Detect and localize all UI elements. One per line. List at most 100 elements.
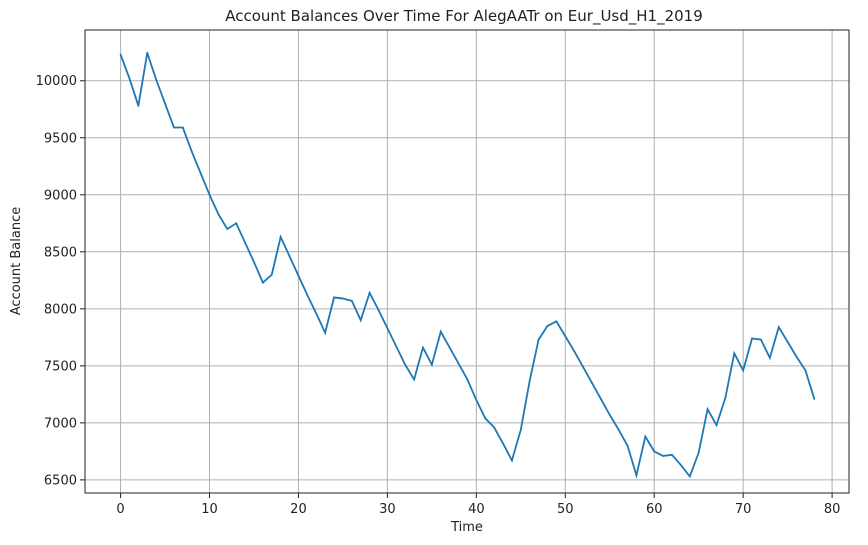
data-point (270, 273, 273, 276)
data-point (306, 294, 309, 297)
x-tick-label: 70 (735, 502, 752, 517)
data-point (688, 475, 691, 478)
data-point (137, 104, 140, 107)
data-point (795, 355, 798, 358)
data-point (190, 150, 193, 153)
y-tick-label: 10000 (36, 74, 77, 89)
data-point (208, 193, 211, 196)
data-point (244, 241, 246, 244)
data-point (777, 326, 780, 328)
data-point (253, 261, 255, 263)
data-point (626, 444, 629, 447)
data-point (804, 369, 807, 372)
y-tick-label: 9000 (44, 188, 77, 203)
data-point (439, 330, 442, 333)
data-point (395, 345, 398, 348)
data-point (475, 399, 478, 401)
data-point (564, 335, 567, 338)
y-tick-label: 8500 (44, 245, 77, 260)
data-point (706, 408, 709, 411)
data-point (315, 312, 318, 315)
data-point (155, 78, 158, 81)
data-point (466, 378, 469, 381)
series-line (119, 52, 816, 479)
data-point (617, 428, 620, 431)
data-point (413, 378, 415, 381)
data-point (199, 172, 202, 175)
data-point (279, 236, 282, 238)
data-point (448, 346, 451, 349)
data-point (546, 325, 549, 327)
data-point (742, 369, 745, 372)
data-point (555, 320, 558, 323)
x-tick-label: 20 (290, 502, 307, 517)
data-point (582, 366, 584, 368)
y-tick-label: 7000 (44, 416, 77, 431)
data-point (404, 363, 407, 366)
x-axis-label: Time (450, 520, 483, 535)
plot-frame (84, 29, 850, 494)
data-point (697, 451, 700, 454)
data-point (359, 319, 362, 322)
data-point (350, 299, 353, 302)
data-point (680, 464, 682, 466)
data-point (164, 102, 166, 105)
data-points (119, 51, 816, 478)
y-tick-label: 7500 (44, 359, 77, 374)
data-point (760, 338, 762, 341)
data-point (573, 350, 576, 352)
data-point (733, 352, 736, 355)
data-point (181, 126, 184, 129)
data-point (386, 327, 389, 330)
x-tick-label: 40 (468, 502, 485, 517)
data-point (173, 126, 175, 129)
data-point (146, 51, 149, 54)
data-point (599, 398, 602, 400)
data-point (484, 417, 487, 420)
x-tick-label: 60 (646, 502, 663, 517)
data-point (528, 379, 531, 382)
data-point (502, 442, 504, 445)
data-point (635, 474, 638, 477)
x-tick-label: 10 (201, 502, 218, 517)
data-point (813, 398, 816, 400)
data-point (653, 450, 656, 453)
data-point (751, 337, 753, 340)
data-point (768, 356, 771, 359)
data-point (377, 309, 380, 311)
data-point (671, 453, 673, 456)
data-point (324, 331, 327, 334)
data-point (261, 281, 264, 284)
data-point (297, 274, 300, 277)
data-point (662, 455, 665, 457)
data-point (235, 222, 238, 225)
data-point (226, 228, 229, 230)
data-point (608, 413, 611, 416)
y-tick-label: 9500 (44, 131, 77, 146)
data-point (457, 362, 460, 365)
x-tick-label: 30 (379, 502, 396, 517)
data-point (119, 53, 122, 56)
data-point (519, 428, 522, 431)
data-point (644, 435, 647, 438)
y-axis-ticks: 6500 7000 7500 8000 8500 9000 9500 10000 (36, 74, 85, 488)
data-point (724, 396, 727, 399)
data-point (715, 424, 718, 427)
data-point (537, 338, 540, 341)
y-axis-label: Account Balance (9, 207, 24, 315)
x-axis-ticks: 0 10 20 30 40 50 60 70 80 (116, 493, 840, 517)
data-point (786, 340, 789, 343)
y-tick-label: 8000 (44, 302, 77, 317)
data-point (591, 382, 593, 384)
data-point (511, 459, 513, 462)
data-point (288, 255, 291, 258)
chart-title: Account Balances Over Time For AlegAATr … (225, 7, 703, 26)
data-point (368, 291, 371, 294)
grid (85, 30, 849, 493)
y-tick-label: 6500 (44, 473, 77, 488)
x-tick-label: 80 (824, 502, 841, 517)
data-point (333, 296, 335, 299)
data-point (217, 213, 220, 216)
data-point (430, 363, 433, 366)
